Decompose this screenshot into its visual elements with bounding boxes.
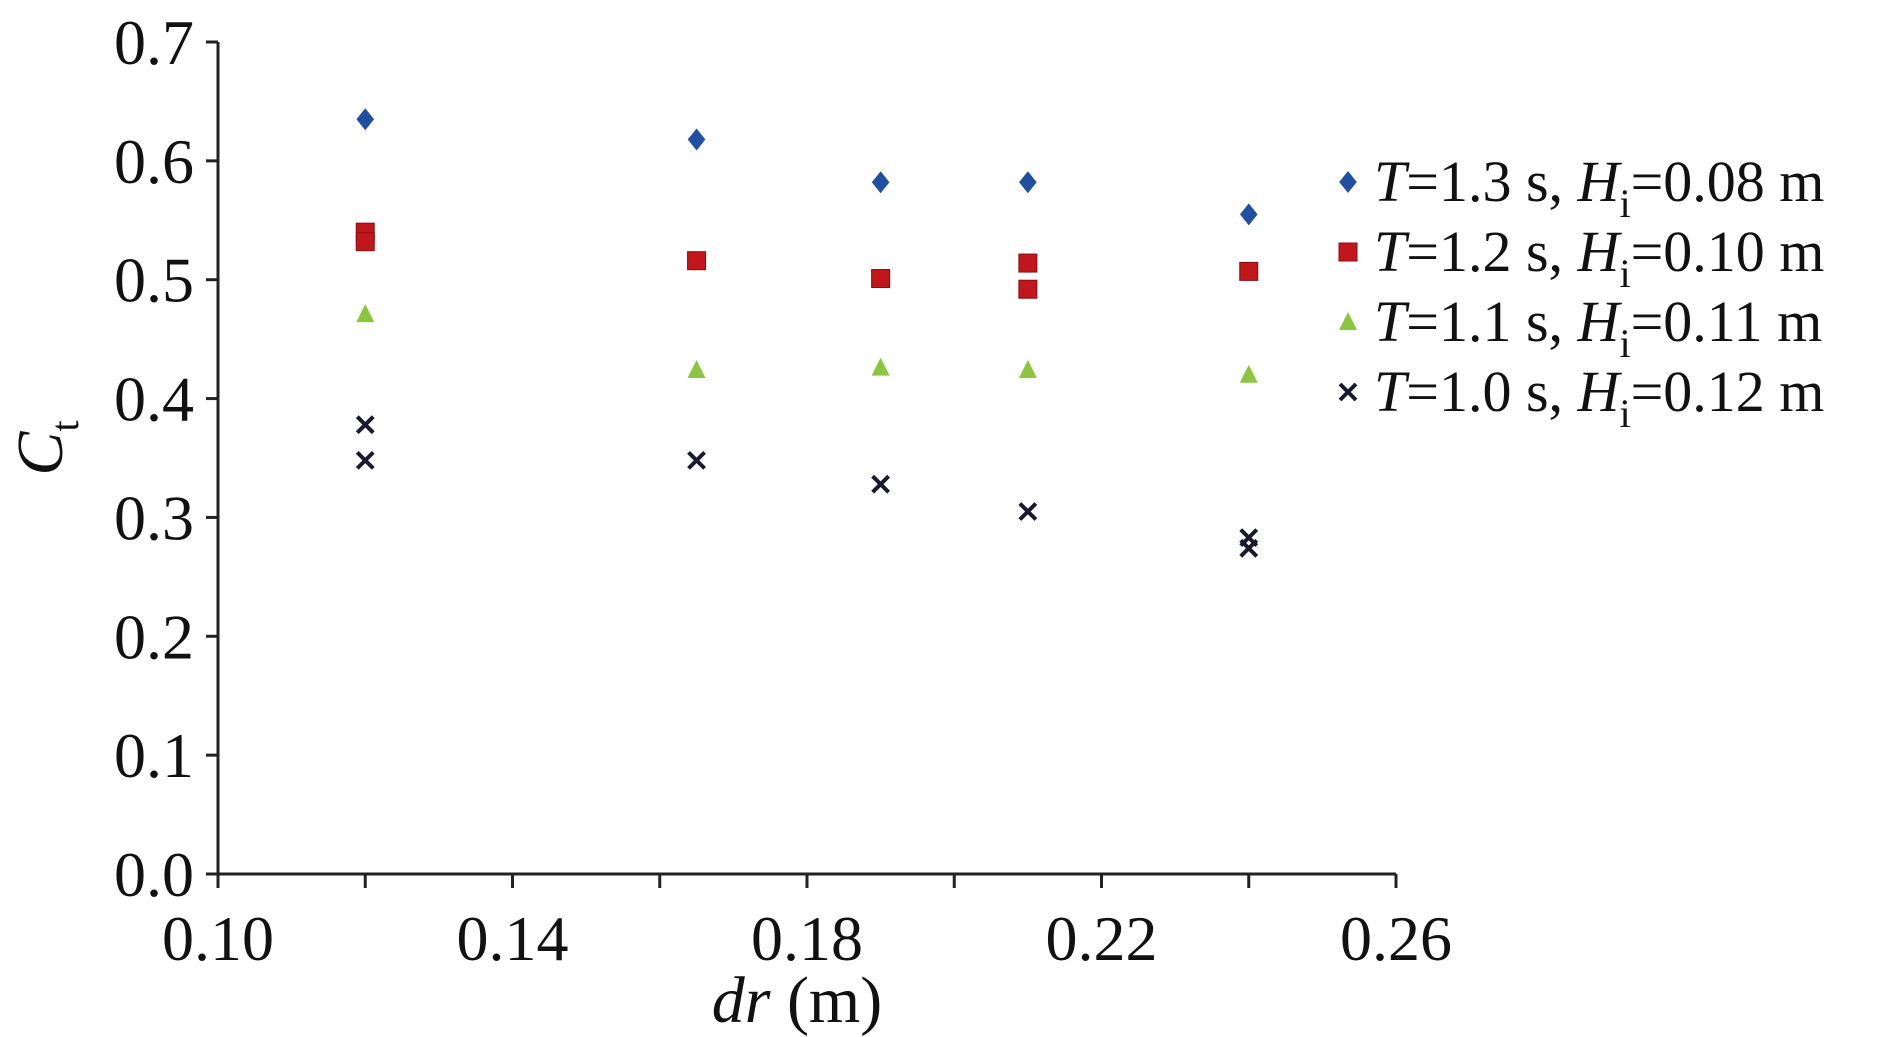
legend-label: T=1.3 s, Hi=0.08 m — [1374, 149, 1824, 226]
data-point — [1018, 279, 1038, 299]
y-axis-title: Ct — [4, 420, 87, 475]
x-tick-label: 0.22 — [1046, 903, 1158, 974]
series-2 — [355, 222, 1259, 299]
y-tick-label: 0.0 — [114, 839, 194, 910]
x-axis-title: dr (m) — [712, 964, 882, 1037]
x-tick-label: 0.10 — [162, 903, 274, 974]
y-tick-label: 0.4 — [114, 364, 194, 435]
series-4 — [355, 415, 1259, 558]
data-point — [1018, 360, 1037, 379]
legend: T=1.3 s, Hi=0.08 mT=1.2 s, Hi=0.10 mT=1.… — [1338, 149, 1824, 436]
data-point — [687, 450, 706, 470]
x-marker-stroke — [1018, 502, 1038, 521]
data-point — [1239, 538, 1259, 558]
x-marker-stroke — [355, 450, 375, 470]
data-point — [871, 171, 890, 194]
legend-entry: T=1.2 s, Hi=0.10 m — [1338, 219, 1824, 296]
legend-marker — [1339, 171, 1357, 193]
x-marker-stroke — [687, 450, 706, 470]
legend-marker — [1338, 382, 1358, 402]
y-tick-label: 0.1 — [114, 720, 194, 791]
data-point — [871, 474, 891, 494]
data-point — [687, 251, 707, 271]
series-3 — [356, 304, 1258, 383]
data-point — [355, 232, 375, 252]
data-point — [1018, 253, 1038, 273]
data-points — [355, 108, 1259, 558]
series-1 — [356, 108, 1258, 226]
data-point — [687, 360, 706, 379]
x-tick-label: 0.18 — [751, 903, 863, 974]
x-tick-label: 0.26 — [1340, 903, 1452, 974]
legend-entry: T=1.1 s, Hi=0.11 m — [1339, 289, 1822, 366]
y-tick-label: 0.2 — [114, 601, 194, 672]
data-point — [1239, 364, 1258, 383]
x-marker-stroke — [1338, 382, 1358, 402]
legend-entry: T=1.3 s, Hi=0.08 m — [1339, 149, 1824, 226]
data-point — [1019, 171, 1037, 194]
axis-titles: dr (m) Ct — [4, 420, 882, 1037]
y-tick-label: 0.7 — [114, 7, 194, 78]
legend-marker — [1338, 242, 1358, 262]
y-tick-label: 0.5 — [114, 245, 194, 316]
data-point — [356, 304, 375, 323]
x-marker-stroke — [1239, 538, 1259, 558]
x-marker-stroke — [355, 415, 375, 435]
data-point — [871, 269, 891, 289]
data-point — [1239, 203, 1258, 226]
x-marker-stroke — [871, 474, 891, 494]
legend-marker — [1339, 312, 1357, 330]
data-point — [356, 108, 375, 131]
axis-ticks: 0.0 0.1 0.2 0.3 0.4 0.5 0.6 0.7 0.10 0.14 0.18 0.22… — [114, 7, 1452, 974]
legend-label: T=1.1 s, Hi=0.11 m — [1374, 289, 1822, 366]
y-tick-label: 0.3 — [114, 482, 194, 553]
legend-entry: T=1.0 s, Hi=0.12 m — [1338, 359, 1824, 436]
axes — [216, 42, 1396, 876]
legend-label: T=1.0 s, Hi=0.12 m — [1374, 359, 1824, 436]
data-point — [355, 450, 375, 470]
legend-label: T=1.2 s, Hi=0.10 m — [1374, 219, 1824, 296]
data-point — [871, 357, 890, 376]
data-point — [355, 415, 375, 435]
data-point — [1018, 502, 1038, 521]
y-tick-label: 0.6 — [114, 126, 194, 197]
x-tick-label: 0.14 — [457, 903, 569, 974]
data-point — [1239, 261, 1259, 281]
data-point — [687, 128, 706, 151]
